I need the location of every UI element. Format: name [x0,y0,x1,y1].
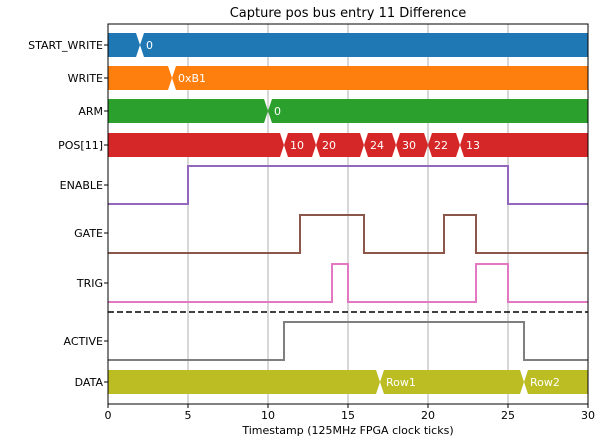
enable-waveform [108,165,588,205]
data-segment [524,370,588,394]
data-segment [108,370,380,394]
signal-data: Row1 Row2 [108,370,588,394]
data-value-label: Row2 [530,376,560,389]
signal-label-arm: ARM [78,105,103,118]
signal-start-write: 0 [108,33,588,57]
x-axis: 0 5 10 15 20 25 30 [105,404,595,422]
chart-title: Capture pos bus entry 11 Difference [230,6,467,21]
x-tick-label-10: 10 [261,409,275,422]
plot-frame [107,23,589,405]
x-tick-label-20: 20 [421,409,435,422]
signal-write: 0xB1 [108,66,588,90]
start-write-value-label: 0 [146,39,153,52]
x-tick-label-30: 30 [581,409,595,422]
pos-11-segment [460,133,588,157]
x-axis-label: Timestamp (125MHz FPGA clock ticks) [241,424,453,437]
signal-labels: START_WRITE WRITE ARM POS[11] ENABLE GATE TRIG… [28,39,108,389]
gate-waveform [108,214,588,254]
pos-11-segment [284,133,316,157]
signal-label-write: WRITE [68,72,103,85]
pos-11-segment [364,133,396,157]
data-value-label: Row1 [386,376,416,389]
signal-label-pos-11: POS[11] [58,139,103,152]
signal-traces: 0 0xB1 0 10 20 24 30 22 13 Row1 Row2 [108,33,588,394]
signal-gate [108,214,588,254]
write-segment [108,66,172,90]
trig-waveform [108,263,588,303]
signal-arm: 0 [108,99,588,123]
start-write-segment [140,33,588,57]
signal-label-start-write: START_WRITE [28,39,103,52]
signal-label-data: DATA [75,376,104,389]
arm-segment [108,99,268,123]
pos-11-value-label: 30 [402,139,416,152]
arm-value-label: 0 [274,105,281,118]
pos-11-segment [428,133,460,157]
arm-segment [268,99,588,123]
signal-label-enable: ENABLE [60,179,103,192]
active-waveform [108,321,588,361]
x-tick-label-15: 15 [341,409,355,422]
signal-label-active: ACTIVE [64,335,104,348]
write-segment [172,66,588,90]
data-segment [380,370,524,394]
signal-active [108,321,588,361]
signal-pos-11: 10 20 24 30 22 13 [108,133,588,157]
x-tick-label-25: 25 [501,409,515,422]
signal-label-gate: GATE [74,227,103,240]
pos-11-segment [108,133,284,157]
pos-11-value-label: 20 [322,139,336,152]
x-tick-label-5: 5 [185,409,192,422]
signal-trig [108,263,588,303]
pos-11-value-label: 10 [290,139,304,152]
pos-11-value-label: 24 [370,139,384,152]
pos-11-segment [316,133,364,157]
pos-11-value-label: 13 [466,139,480,152]
signal-enable [108,165,588,205]
pos-11-segment [396,133,428,157]
pos-11-value-label: 22 [434,139,448,152]
write-value-label: 0xB1 [178,72,206,85]
x-tick-label-0: 0 [105,409,112,422]
start-write-segment [108,33,140,57]
signal-label-trig: TRIG [76,277,103,290]
